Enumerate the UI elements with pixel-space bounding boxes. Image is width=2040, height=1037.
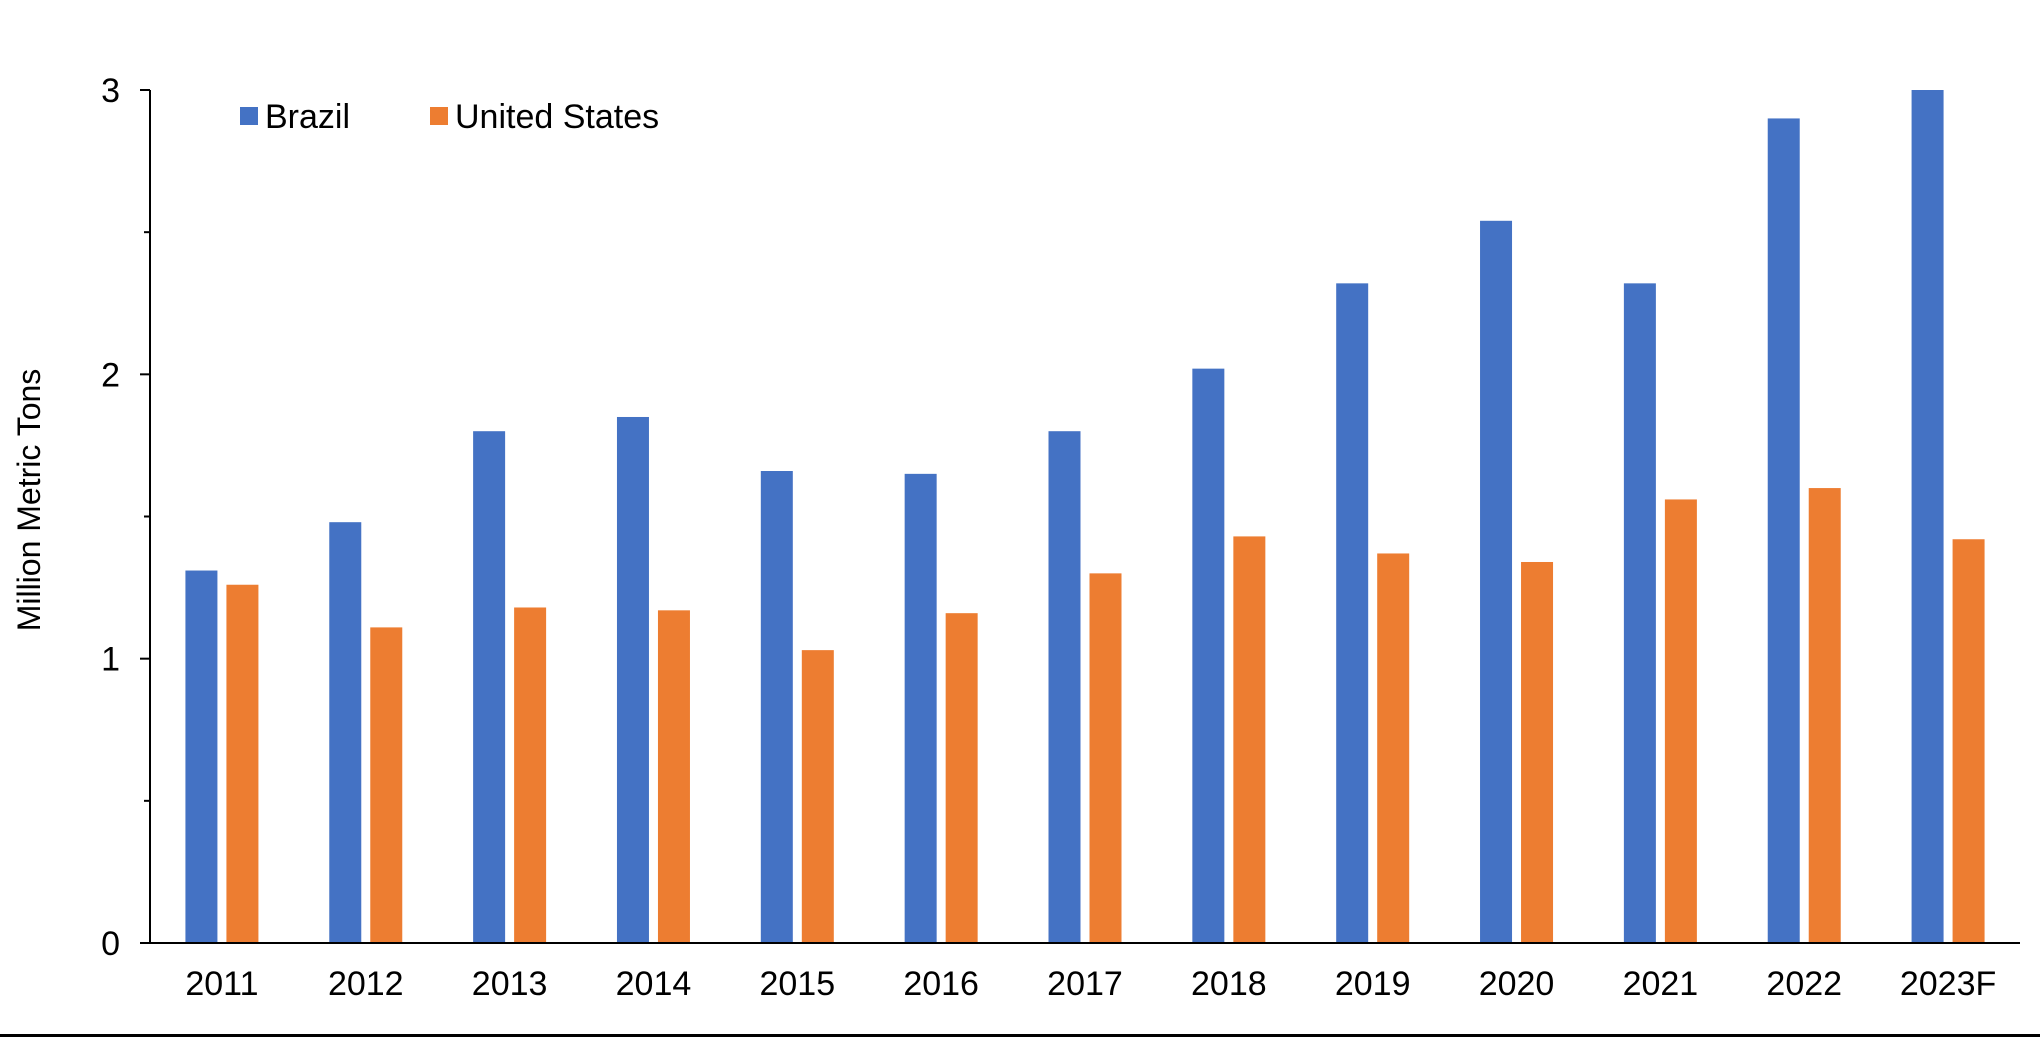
- x-tick-label: 2018: [1191, 965, 1267, 1003]
- bar-brazil-2011: [185, 570, 218, 943]
- bar-united-states-2012: [370, 627, 403, 943]
- bar-united-states-2013: [514, 607, 547, 943]
- x-tick-label: 2016: [903, 965, 979, 1003]
- legend-item-brazil: Brazil: [240, 98, 350, 136]
- plot-area: 0 1 2 3 2011 2012 2013 2014 2015 2016 2017 2018 2019…: [101, 72, 2020, 1003]
- bar-united-states-2014: [657, 610, 690, 943]
- legend-swatch: [240, 107, 258, 125]
- bar-united-states-2020: [1521, 561, 1554, 943]
- bar-brazil-2013: [473, 431, 506, 943]
- x-tick-label: 2015: [759, 965, 835, 1003]
- bar-brazil-2017: [1048, 431, 1081, 943]
- bar-united-states-2021: [1664, 499, 1697, 943]
- x-tick-label: 2020: [1479, 965, 1555, 1003]
- legend-label: Brazil: [265, 98, 350, 136]
- bottom-border: [0, 1034, 2040, 1037]
- legend-label: United States: [455, 98, 659, 136]
- bar-united-states-2022: [1808, 488, 1841, 943]
- bar-united-states-2019: [1377, 553, 1410, 943]
- bar-brazil-2023f: [1911, 90, 1944, 943]
- x-tick-label: 2011: [185, 965, 258, 1003]
- bar-brazil-2019: [1336, 283, 1369, 943]
- bar-united-states-2015: [801, 650, 834, 943]
- x-tick-label: 2022: [1766, 965, 1842, 1003]
- bar-brazil-2015: [760, 471, 793, 943]
- legend-item-united-states: United States: [430, 98, 659, 136]
- bar-brazil-2014: [616, 416, 649, 943]
- legend-swatch: [430, 107, 448, 125]
- bar-brazil-2012: [329, 522, 362, 943]
- x-tick-label: 2012: [328, 965, 404, 1003]
- x-tick-label: 2017: [1047, 965, 1123, 1003]
- bar-brazil-2020: [1480, 220, 1513, 943]
- y-tick-label: 2: [101, 356, 120, 394]
- bar-brazil-2018: [1192, 368, 1225, 943]
- bar-united-states-2018: [1233, 536, 1266, 943]
- bar-united-states-2023f: [1952, 539, 1985, 943]
- x-tick-label: 2021: [1623, 965, 1699, 1003]
- bar-brazil-2021: [1623, 283, 1656, 943]
- x-tick-label: 2013: [472, 965, 548, 1003]
- bar-brazil-2016: [904, 473, 937, 943]
- y-tick-label: 0: [101, 925, 120, 963]
- y-axis-label: Million Metric Tons: [11, 369, 47, 632]
- x-tick-label: 2023F: [1900, 965, 1996, 1003]
- y-tick-label: 1: [101, 641, 120, 679]
- y-tick-label: 3: [101, 72, 120, 110]
- x-tick-label: 2014: [616, 965, 692, 1003]
- bar-brazil-2022: [1767, 118, 1800, 943]
- x-tick-label: 2019: [1335, 965, 1411, 1003]
- bar-united-states-2011: [226, 584, 259, 943]
- bar-united-states-2016: [945, 613, 978, 943]
- bar-united-states-2017: [1089, 573, 1122, 943]
